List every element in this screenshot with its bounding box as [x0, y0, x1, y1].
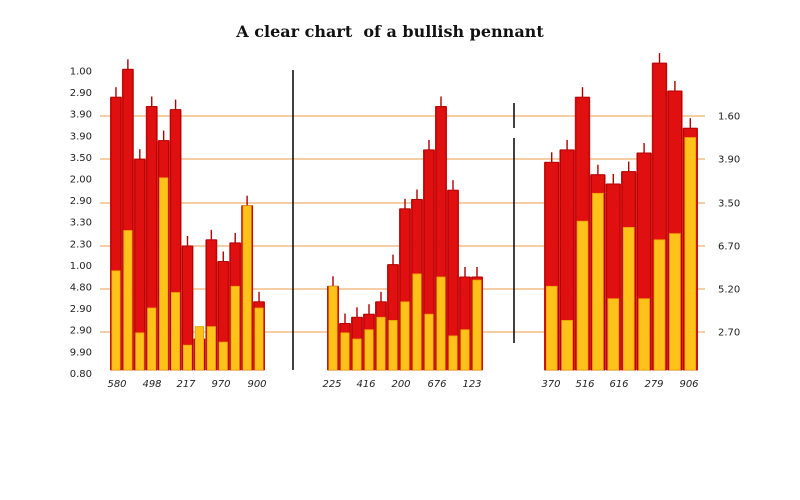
- yellow-bar: [592, 192, 604, 371]
- x-tick-label: 200: [391, 379, 410, 390]
- y-left-tick-10: 4.80: [70, 283, 92, 294]
- y-left-tick-8: 2.30: [70, 239, 92, 250]
- yellow-bar: [340, 332, 350, 371]
- y-right-tick-2: 3.50: [718, 199, 740, 210]
- yellow-bar: [576, 220, 589, 371]
- panel-2: 225 416 200 676 123: [322, 96, 483, 390]
- y-left-tick-6: 2.90: [70, 196, 92, 207]
- yellow-bar: [653, 239, 666, 371]
- yellow-bar: [684, 137, 697, 371]
- x-tick-label: 225: [322, 379, 341, 390]
- yellow-bar: [159, 177, 169, 371]
- yellow-bar: [436, 276, 446, 371]
- yellow-bar: [607, 298, 620, 371]
- yellow-bar: [364, 329, 374, 371]
- x-tick-label: 370: [541, 379, 560, 390]
- yellow-bar: [622, 226, 635, 371]
- y-left-tick-12: 2.90: [70, 326, 92, 337]
- yellow-bar: [230, 285, 240, 371]
- y-right-tick-3: 6.70: [718, 242, 740, 253]
- x-tick-label: 676: [427, 379, 446, 390]
- yellow-bar: [242, 205, 252, 371]
- yellow-bar: [254, 307, 264, 371]
- x-tick-label: 616: [609, 379, 628, 390]
- yellow-bar: [111, 270, 121, 371]
- y-left-tick-9: 1.00: [70, 261, 92, 272]
- x-tick-label: 900: [247, 379, 266, 390]
- yellow-bar: [638, 298, 650, 371]
- yellow-bar: [472, 279, 482, 371]
- x-tick-label: 970: [211, 379, 230, 390]
- yellow-bar: [171, 292, 181, 371]
- yellow-bar: [400, 301, 410, 371]
- chart-title: A clear chart of a bullish pennant: [236, 22, 544, 41]
- yellow-bar: [123, 230, 133, 371]
- y-left-tick-2: 3.90: [70, 110, 92, 121]
- yellow-bar: [352, 338, 362, 371]
- y-right-tick-1: 3.90: [718, 155, 740, 166]
- yellow-bar: [424, 313, 434, 371]
- y-left-tick-13: 9.90: [70, 347, 92, 358]
- yellow-bar: [388, 319, 398, 371]
- y-left-tick-4: 3.50: [70, 153, 92, 164]
- panel-1: 580 498 217 970 900: [107, 59, 267, 390]
- x-tick-label: 416: [356, 379, 375, 390]
- y-left-tick-3: 3.90: [70, 131, 92, 142]
- y-left-tick-0: 1.00: [70, 67, 92, 78]
- yellow-bar: [328, 285, 338, 371]
- yellow-bar: [460, 329, 470, 371]
- yellow-bar: [545, 285, 558, 371]
- x-tick-label: 498: [142, 379, 161, 390]
- yellow-bar: [412, 273, 422, 371]
- x-tick-label: 123: [462, 379, 481, 390]
- y-left-tick-11: 2.90: [70, 304, 92, 315]
- y-right-tick-5: 2.70: [718, 328, 740, 339]
- y-left-tick-1: 2.90: [70, 88, 92, 99]
- yellow-bar: [182, 344, 193, 371]
- y-left-tick-5: 2.00: [70, 175, 92, 186]
- yellow-bar: [194, 326, 204, 371]
- yellow-bar: [147, 307, 157, 371]
- yellow-bar: [376, 316, 386, 371]
- yellow-bar: [669, 233, 681, 371]
- yellow-bar: [218, 341, 228, 371]
- x-tick-label: 906: [679, 379, 698, 390]
- x-tick-label: 516: [575, 379, 594, 390]
- yellow-bar: [561, 319, 573, 371]
- y-right-tick-4: 5.20: [718, 285, 740, 296]
- yellow-bar: [448, 335, 458, 371]
- y-left-tick-14: 0.80: [70, 369, 92, 380]
- x-tick-label: 279: [644, 379, 663, 390]
- panel-3: 370 516 616 279 906: [541, 53, 699, 390]
- y-left-tick-7: 3.30: [70, 218, 92, 229]
- yellow-bar: [135, 332, 145, 371]
- x-tick-label: 580: [107, 379, 126, 390]
- y-right-tick-0: 1.60: [718, 112, 740, 123]
- x-tick-label: 217: [176, 379, 196, 390]
- yellow-bar: [206, 326, 216, 371]
